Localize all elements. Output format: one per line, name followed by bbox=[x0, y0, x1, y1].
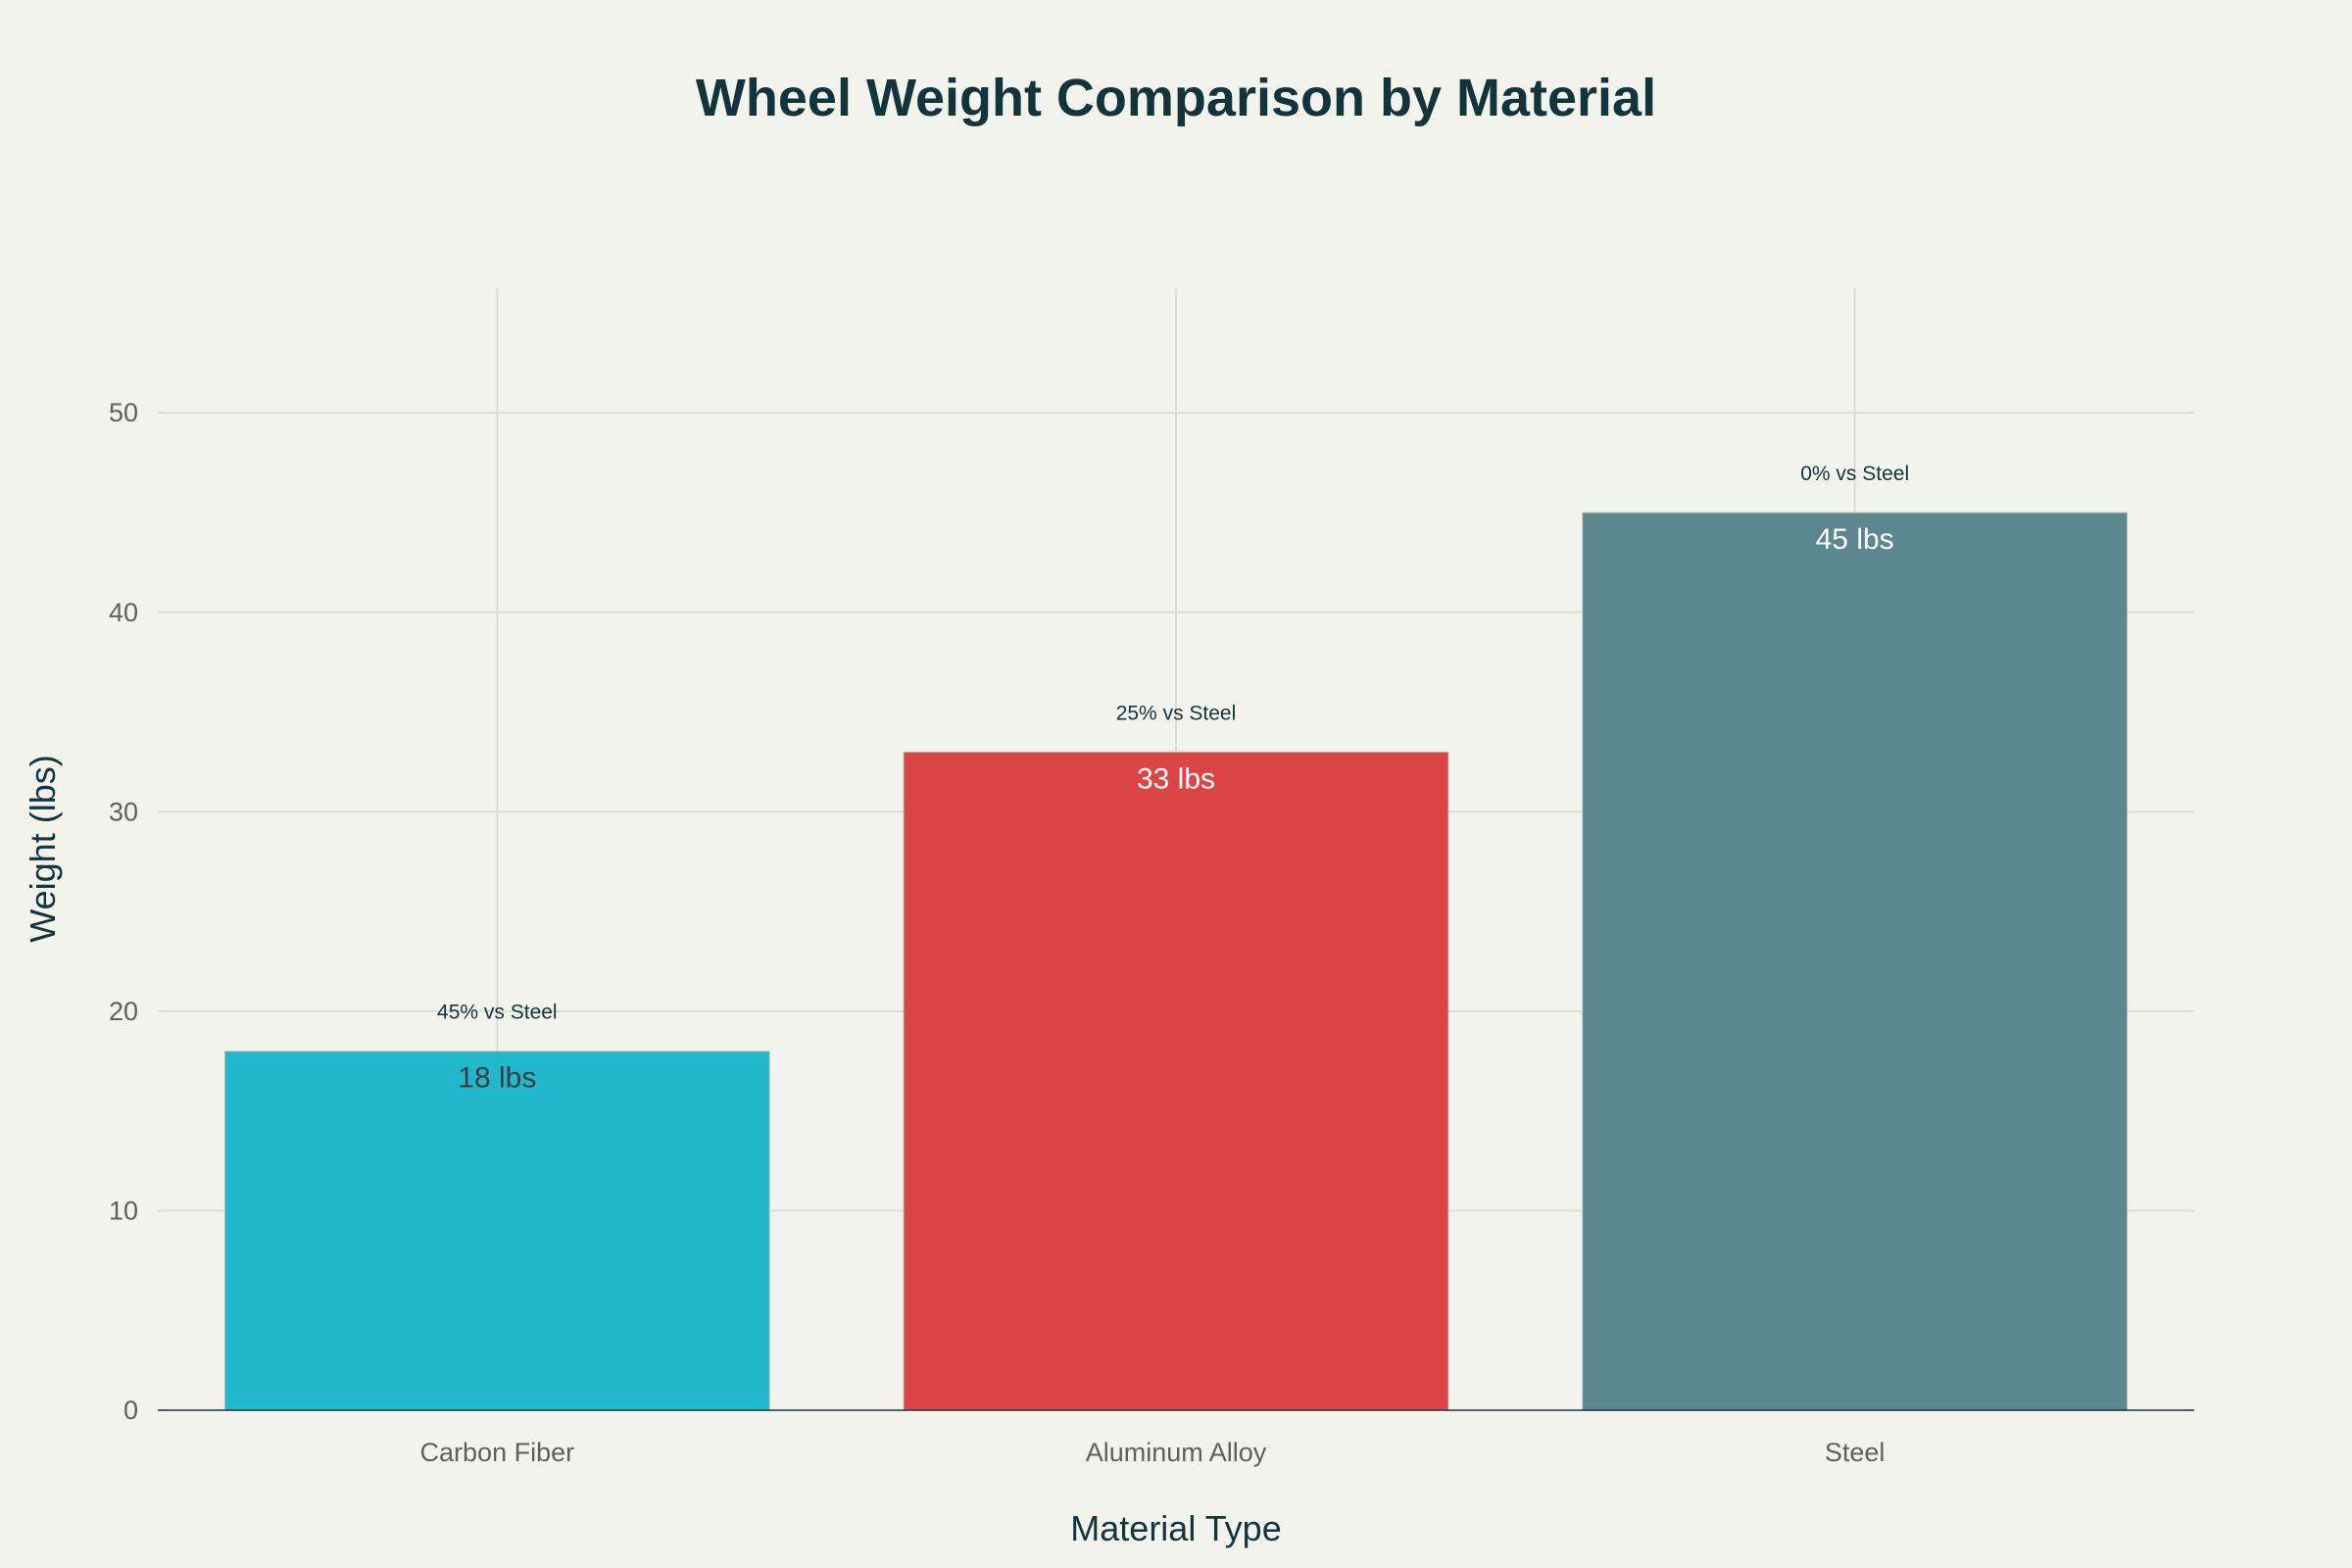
x-tick-label: Carbon Fiber bbox=[420, 1438, 575, 1467]
x-axis-ticks: Carbon Fiber Aluminum Alloy Steel bbox=[420, 1438, 1886, 1467]
chart-title: Wheel Weight Comparison by Material bbox=[696, 69, 1656, 127]
y-tick-label: 40 bbox=[109, 598, 138, 627]
annotation: 45% vs Steel bbox=[437, 1002, 558, 1024]
y-tick-label: 50 bbox=[109, 398, 138, 427]
bars: 18 lbs 45% vs Steel 33 lbs 25% vs Steel 45 l… bbox=[223, 463, 2129, 1411]
bar-aluminum-alloy bbox=[903, 751, 1449, 1411]
bar-carbon-fiber bbox=[223, 1051, 770, 1411]
y-tick-label: 10 bbox=[109, 1196, 138, 1225]
y-tick-label: 0 bbox=[123, 1396, 138, 1425]
annotation: 0% vs Steel bbox=[1800, 463, 1909, 485]
y-tick-label: 20 bbox=[109, 997, 138, 1026]
data-label: 18 lbs bbox=[458, 1062, 536, 1095]
x-tick-label: Steel bbox=[1825, 1438, 1886, 1467]
data-label: 45 lbs bbox=[1816, 523, 1894, 556]
bar-steel bbox=[1582, 512, 2129, 1411]
y-axis-ticks: 0 10 20 30 40 50 bbox=[109, 398, 138, 1425]
annotation: 25% vs Steel bbox=[1116, 702, 1237, 724]
x-axis-title: Material Type bbox=[1070, 1508, 1281, 1548]
x-tick-label: Aluminum Alloy bbox=[1086, 1438, 1267, 1467]
data-label: 33 lbs bbox=[1137, 762, 1215, 795]
y-axis-title: Weight (lbs) bbox=[23, 755, 63, 942]
y-tick-label: 30 bbox=[109, 797, 138, 826]
